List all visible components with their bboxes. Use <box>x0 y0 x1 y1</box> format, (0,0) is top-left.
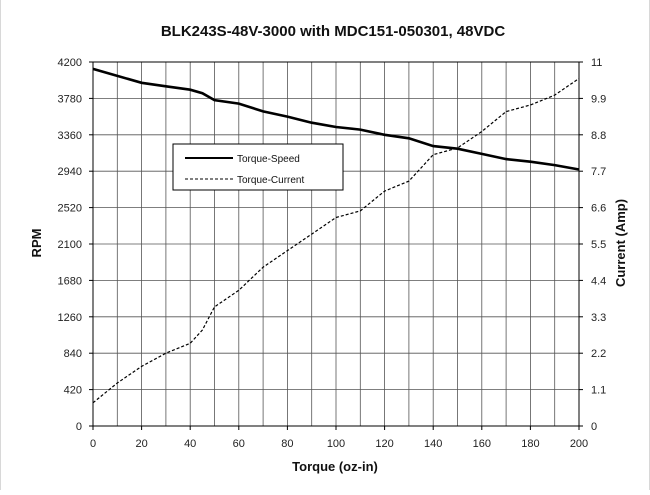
y-axis-title: RPM <box>29 229 44 258</box>
x-tick-label: 100 <box>327 438 345 450</box>
y-tick-label: 4200 <box>58 57 82 69</box>
y2-tick-label: 4.4 <box>591 275 606 287</box>
y-tick-label: 2100 <box>58 239 82 251</box>
y2-tick-label: 5.5 <box>591 239 606 251</box>
y-tick-label: 1680 <box>58 275 82 287</box>
y2-tick-label: 11 <box>591 57 602 69</box>
y2-tick-label: 9.9 <box>591 93 606 105</box>
x-axis-title: Torque (oz-in) <box>292 459 378 474</box>
x-tick-label: 160 <box>473 438 491 450</box>
legend-label-torque-speed: Torque-Speed <box>237 154 300 165</box>
x-tick-label: 200 <box>570 438 588 450</box>
grid-layer <box>93 62 579 426</box>
chart-title: BLK243S-48V-3000 with MDC151-050301, 48V… <box>161 23 506 40</box>
y2-tick-label: 3.3 <box>591 312 606 324</box>
y2-tick-label: 1.1 <box>591 385 606 397</box>
y-tick-label: 420 <box>64 385 82 397</box>
x-tick-label: 60 <box>233 438 245 450</box>
x-tick-label: 0 <box>90 438 96 450</box>
y2-tick-label: 0 <box>591 421 597 433</box>
x-tick-label: 20 <box>135 438 147 450</box>
y-tick-label: 3780 <box>58 93 82 105</box>
legend-box <box>172 143 344 191</box>
legend: Torque-Speed Torque-Current <box>172 143 344 191</box>
y-tick-label: 2520 <box>58 203 82 215</box>
legend-label-torque-current: Torque-Current <box>237 175 304 186</box>
x-tick-label: 180 <box>521 438 539 450</box>
y2-axis-title: Current (Amp) <box>613 199 628 287</box>
series-line-torque-speed <box>92 67 580 171</box>
y-tick-label: 840 <box>64 348 82 360</box>
x-tick-label: 120 <box>375 438 393 450</box>
tick-layer: 0 20 40 60 80 100 120 140 160 180 2000420840126016… <box>58 57 607 450</box>
y-tick-label: 3360 <box>58 130 82 142</box>
y-tick-label: 2940 <box>58 166 82 178</box>
x-tick-label: 40 <box>184 438 196 450</box>
x-tick-label: 80 <box>281 438 293 450</box>
y2-tick-label: 7.7 <box>591 166 606 178</box>
y2-tick-label: 8.8 <box>591 130 606 142</box>
x-tick-label: 140 <box>424 438 442 450</box>
series-layer <box>92 67 580 404</box>
y2-tick-label: 6.6 <box>591 203 606 215</box>
y2-tick-label: 2.2 <box>591 348 606 360</box>
series-line-torque-current <box>92 78 580 404</box>
y-tick-label: 1260 <box>58 312 82 324</box>
y-tick-label: 0 <box>76 421 82 433</box>
